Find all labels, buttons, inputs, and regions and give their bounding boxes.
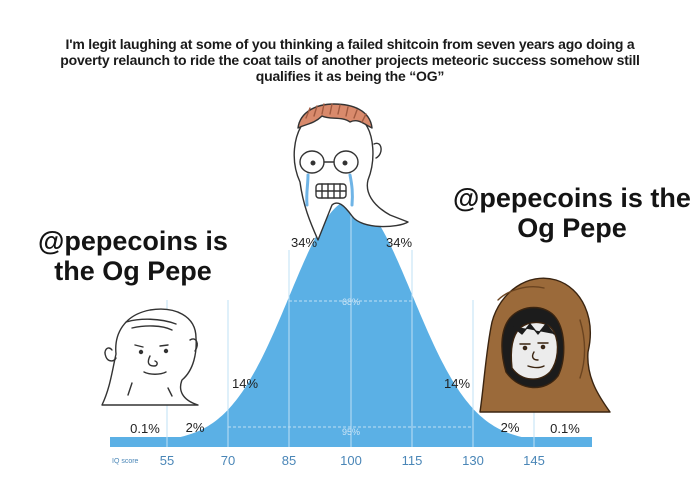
- pct-far-left: 0.1%: [130, 421, 160, 436]
- iq-axis-title: IQ score: [112, 458, 139, 465]
- right-label: @pepecoins is the Og Pepe: [453, 183, 691, 243]
- pct-left-mid: 14%: [232, 376, 258, 391]
- pct-far-right: 0.1%: [550, 421, 580, 436]
- two-sd-label: 95%: [342, 427, 360, 437]
- hooded-monk-wojak-icon: [479, 277, 611, 413]
- iq-tick-label: 130: [462, 453, 484, 468]
- pct-left-tail: 2%: [186, 420, 205, 435]
- iq-tick-label: 100: [340, 453, 362, 468]
- meme-caption: I'm legit laughing at some of you thinki…: [60, 36, 640, 84]
- crying-nerd-wojak-icon: [293, 103, 409, 241]
- iq-ticks: 55 70 85 100 115 130 145: [160, 453, 545, 468]
- iq-tick-label: 85: [282, 453, 296, 468]
- iq-tick-label: 115: [402, 453, 423, 468]
- pct-left-center: 34%: [291, 235, 317, 250]
- pct-right-mid: 14%: [444, 376, 470, 391]
- pct-right-tail: 2%: [501, 420, 520, 435]
- iq-tick-label: 145: [523, 453, 545, 468]
- left-label: @pepecoins is the Og Pepe: [38, 226, 228, 286]
- iq-tick-label: 70: [221, 453, 235, 468]
- one-sd-label: 68%: [342, 297, 360, 307]
- iq-tick-label: 55: [160, 453, 174, 468]
- bald-wojak-icon: [101, 308, 199, 406]
- pct-right-center: 34%: [386, 235, 412, 250]
